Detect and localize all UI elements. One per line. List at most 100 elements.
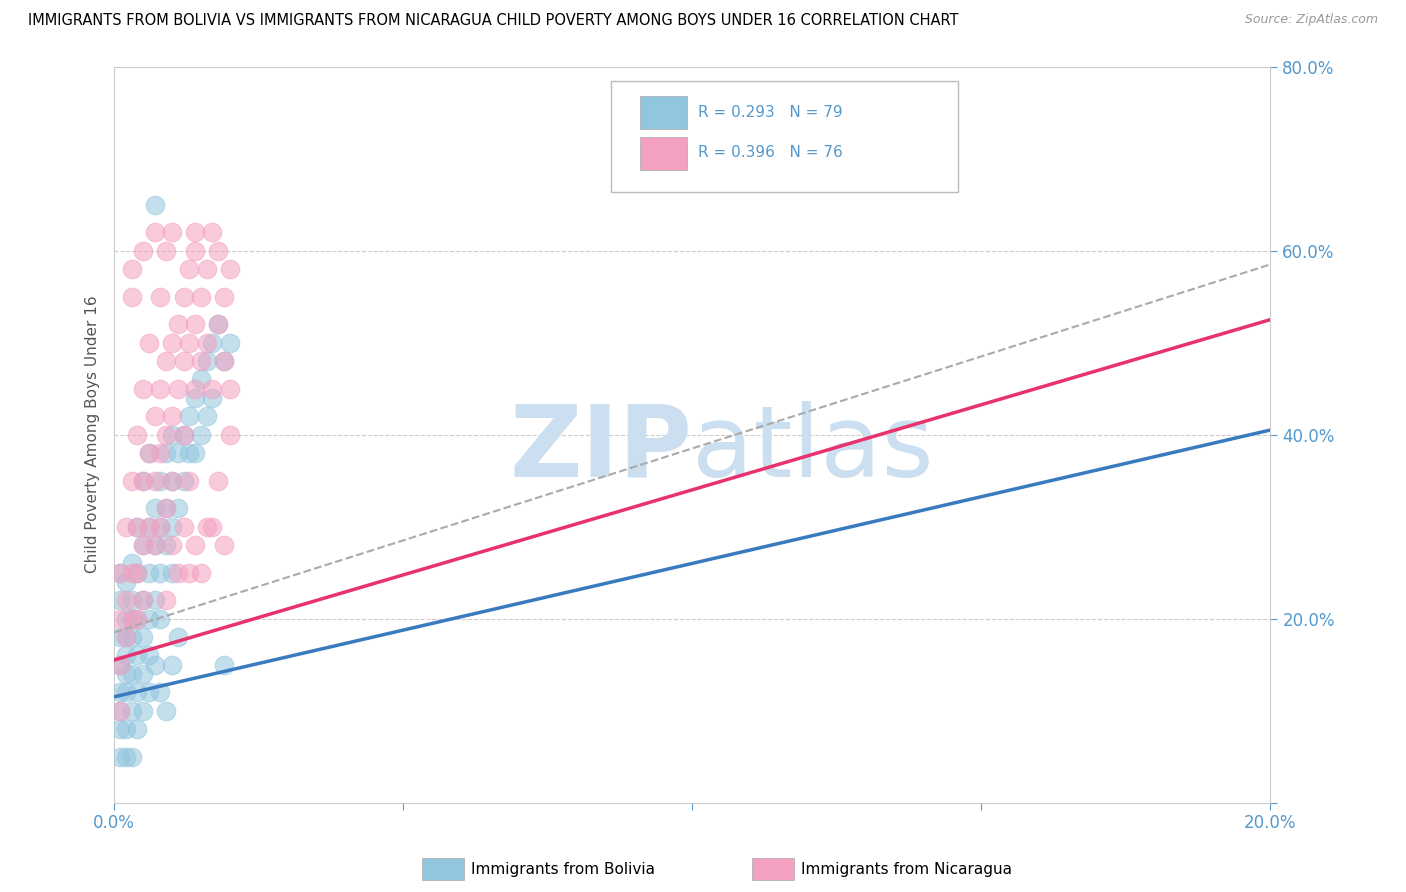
- Point: [149, 382, 172, 396]
- Point: [173, 427, 195, 442]
- Point: [155, 427, 177, 442]
- Point: [166, 382, 188, 396]
- Point: [143, 474, 166, 488]
- Point: [149, 685, 172, 699]
- Point: [108, 593, 131, 607]
- Point: [143, 409, 166, 424]
- Text: Source: ZipAtlas.com: Source: ZipAtlas.com: [1244, 13, 1378, 27]
- Point: [173, 427, 195, 442]
- Point: [138, 611, 160, 625]
- Point: [166, 566, 188, 580]
- Point: [143, 225, 166, 239]
- Point: [149, 446, 172, 460]
- Point: [155, 704, 177, 718]
- Point: [108, 704, 131, 718]
- Point: [127, 566, 149, 580]
- Point: [166, 317, 188, 331]
- Point: [160, 474, 183, 488]
- Point: [179, 409, 201, 424]
- Point: [173, 474, 195, 488]
- Point: [121, 557, 143, 571]
- Point: [212, 657, 235, 672]
- Point: [121, 262, 143, 277]
- Point: [132, 704, 155, 718]
- Point: [201, 382, 224, 396]
- Point: [114, 685, 136, 699]
- Point: [114, 648, 136, 663]
- Point: [149, 519, 172, 533]
- Point: [207, 317, 229, 331]
- Point: [121, 290, 143, 304]
- Bar: [640, 96, 686, 129]
- Point: [132, 593, 155, 607]
- Point: [166, 501, 188, 516]
- Y-axis label: Child Poverty Among Boys Under 16: Child Poverty Among Boys Under 16: [86, 296, 100, 574]
- Point: [108, 749, 131, 764]
- Point: [195, 409, 218, 424]
- Point: [160, 335, 183, 350]
- Point: [127, 519, 149, 533]
- Text: Immigrants from Nicaragua: Immigrants from Nicaragua: [801, 863, 1012, 877]
- Point: [138, 446, 160, 460]
- Point: [190, 290, 212, 304]
- Point: [114, 630, 136, 644]
- Point: [207, 244, 229, 258]
- Point: [155, 538, 177, 552]
- Point: [149, 474, 172, 488]
- Point: [212, 290, 235, 304]
- Point: [143, 657, 166, 672]
- Point: [132, 538, 155, 552]
- Point: [138, 685, 160, 699]
- Point: [212, 354, 235, 368]
- Text: Immigrants from Bolivia: Immigrants from Bolivia: [471, 863, 655, 877]
- Point: [127, 722, 149, 736]
- Point: [132, 474, 155, 488]
- Point: [132, 593, 155, 607]
- Bar: [640, 136, 686, 169]
- Point: [160, 657, 183, 672]
- Point: [160, 409, 183, 424]
- Point: [173, 354, 195, 368]
- Text: ZIP: ZIP: [509, 401, 692, 498]
- Point: [143, 501, 166, 516]
- Point: [143, 538, 166, 552]
- Point: [218, 335, 240, 350]
- Point: [132, 474, 155, 488]
- Point: [114, 611, 136, 625]
- Point: [184, 382, 207, 396]
- Point: [155, 501, 177, 516]
- Point: [132, 244, 155, 258]
- Point: [184, 391, 207, 405]
- Point: [114, 630, 136, 644]
- Point: [160, 519, 183, 533]
- Point: [121, 704, 143, 718]
- Point: [138, 335, 160, 350]
- Point: [207, 474, 229, 488]
- Point: [190, 354, 212, 368]
- Point: [179, 446, 201, 460]
- Point: [127, 685, 149, 699]
- Point: [143, 538, 166, 552]
- Point: [166, 630, 188, 644]
- Point: [108, 566, 131, 580]
- Point: [160, 427, 183, 442]
- Point: [114, 722, 136, 736]
- Text: R = 0.293   N = 79: R = 0.293 N = 79: [699, 104, 842, 120]
- Point: [195, 335, 218, 350]
- Point: [138, 566, 160, 580]
- Point: [155, 593, 177, 607]
- Point: [195, 519, 218, 533]
- Point: [108, 657, 131, 672]
- Point: [149, 611, 172, 625]
- Point: [179, 566, 201, 580]
- Point: [127, 611, 149, 625]
- Point: [138, 446, 160, 460]
- Point: [121, 593, 143, 607]
- Point: [179, 335, 201, 350]
- Point: [179, 262, 201, 277]
- Point: [108, 630, 131, 644]
- Point: [184, 244, 207, 258]
- Point: [201, 519, 224, 533]
- Point: [138, 519, 160, 533]
- Point: [143, 593, 166, 607]
